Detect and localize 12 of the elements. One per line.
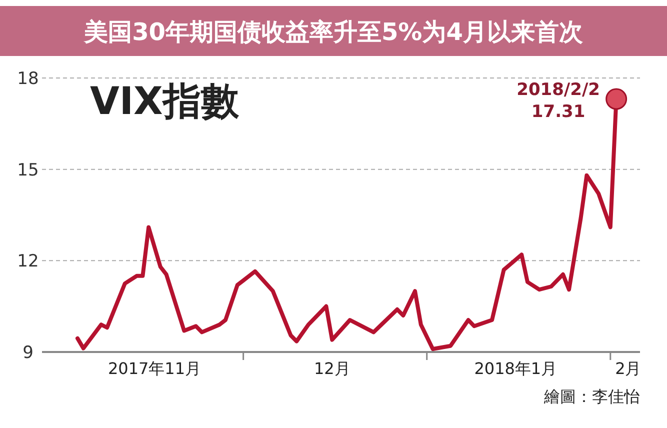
x-tick-label: 12月 xyxy=(314,359,350,378)
y-tick-label: 12 xyxy=(17,252,39,272)
x-tick-label: 2017年11月 xyxy=(108,359,202,378)
x-tick-label: 2018年1月 xyxy=(474,359,558,378)
y-tick-label: 15 xyxy=(17,160,39,180)
x-tick-label: 2月 xyxy=(615,359,642,378)
y-tick-label: 18 xyxy=(17,69,39,89)
chart-title: VIX指數 xyxy=(90,79,240,123)
chart-subtitle: 美国30年期国债收益率升至5%为4月以来首次 xyxy=(83,18,584,46)
annotation: 2018/2/2 17.31 xyxy=(516,80,600,122)
text: 繪圖：李佳怡 xyxy=(543,387,640,406)
y-tick-label: 9 xyxy=(22,343,34,363)
